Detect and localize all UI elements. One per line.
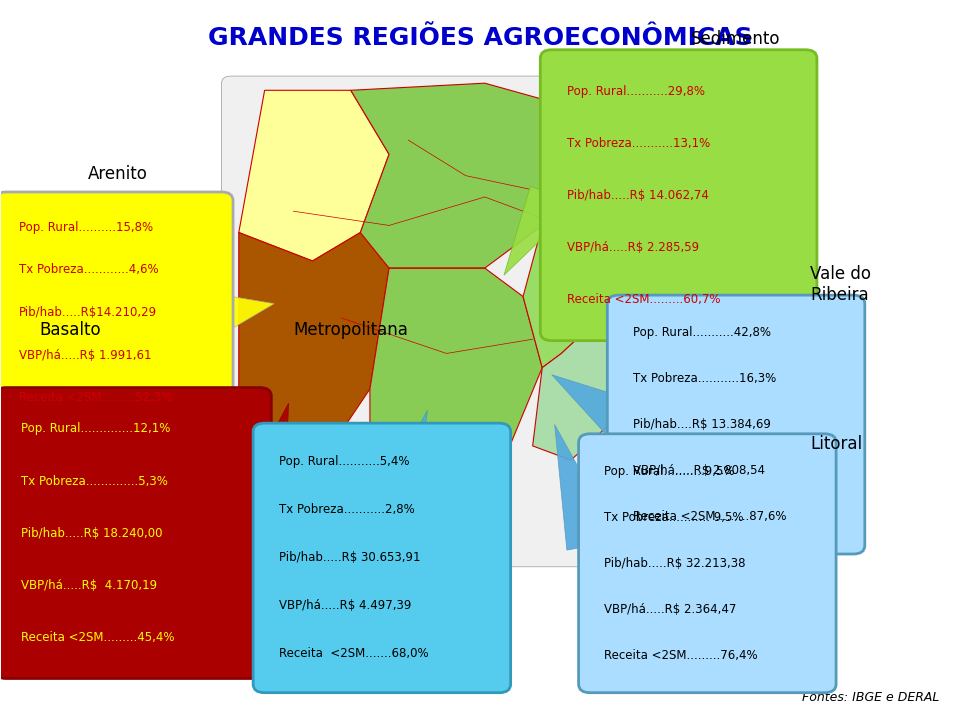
Text: VBP/há.....R$ 4.497,39: VBP/há.....R$ 4.497,39 [278, 599, 411, 613]
Text: Receita <2SM.........60,7%: Receita <2SM.........60,7% [567, 293, 721, 306]
FancyBboxPatch shape [0, 192, 233, 433]
Polygon shape [504, 186, 579, 275]
Polygon shape [350, 83, 581, 268]
Text: VBP/há.....R$ 2.285,59: VBP/há.....R$ 2.285,59 [567, 241, 699, 253]
Text: Outros: Outros [647, 293, 668, 298]
Text: Tx Pobreza...........2,8%: Tx Pobreza...........2,8% [278, 503, 415, 516]
Text: Tx Pobreza..............5,3%: Tx Pobreza..............5,3% [21, 475, 168, 488]
Text: Tx Pobreza...........13,1%: Tx Pobreza...........13,1% [567, 136, 710, 150]
Text: Legenda: Legenda [636, 235, 665, 241]
Polygon shape [239, 90, 389, 261]
Text: Tx Pobreza............4,6%: Tx Pobreza............4,6% [19, 263, 158, 276]
Text: Receita <2SM.........87,6%: Receita <2SM.........87,6% [633, 510, 786, 523]
Text: Pib/hab.....R$ 30.653,91: Pib/hab.....R$ 30.653,91 [278, 551, 420, 565]
Text: Pib/hab.....R$ 32.213,38: Pib/hab.....R$ 32.213,38 [604, 557, 746, 570]
FancyBboxPatch shape [0, 388, 272, 678]
Text: GRANDES REGIÕES AGROECONÔMICAS: GRANDES REGIÕES AGROECONÔMICAS [207, 26, 753, 50]
Text: Sedim.: Sedim. [647, 276, 669, 281]
Text: Pib/hab....R$ 13.384,69: Pib/hab....R$ 13.384,69 [633, 418, 771, 431]
Text: Pop. Rural...........29,8%: Pop. Rural...........29,8% [567, 85, 705, 98]
FancyBboxPatch shape [222, 76, 638, 567]
Text: Sedimento: Sedimento [690, 29, 780, 48]
FancyBboxPatch shape [634, 272, 645, 283]
Text: Pop. Rural...........42,8%: Pop. Rural...........42,8% [633, 326, 771, 339]
Text: Pop. Rural..........15,8%: Pop. Rural..........15,8% [19, 221, 154, 234]
Text: Pop. Rural...........9,5%: Pop. Rural...........9,5% [604, 465, 734, 478]
Text: Litoral: Litoral [810, 435, 862, 453]
Text: Pop. Rural...........5,4%: Pop. Rural...........5,4% [278, 456, 409, 468]
Polygon shape [523, 197, 619, 368]
Text: Tx Pobreza...........16,3%: Tx Pobreza...........16,3% [633, 372, 776, 385]
Polygon shape [275, 460, 427, 553]
FancyBboxPatch shape [540, 50, 817, 341]
FancyBboxPatch shape [634, 289, 645, 301]
Polygon shape [356, 411, 427, 557]
Text: Vale do
Ribeira: Vale do Ribeira [810, 265, 872, 303]
Text: Pib/hab.....R$ 18.240,00: Pib/hab.....R$ 18.240,00 [21, 526, 163, 540]
Text: Tx Pobreza........... 9,5%: Tx Pobreza........... 9,5% [604, 511, 744, 524]
Text: Basalto: Basalto [39, 321, 102, 339]
Text: Receita <2SM.........52,3%: Receita <2SM.........52,3% [19, 391, 173, 404]
Polygon shape [239, 233, 389, 553]
Text: VBP/há.....R$ 2.808,54: VBP/há.....R$ 2.808,54 [633, 464, 765, 477]
FancyBboxPatch shape [634, 256, 645, 266]
FancyBboxPatch shape [608, 295, 865, 554]
Polygon shape [533, 318, 619, 460]
Text: Pop. Rural..............12,1%: Pop. Rural..............12,1% [21, 423, 171, 436]
Polygon shape [214, 293, 275, 332]
FancyBboxPatch shape [634, 238, 645, 250]
Text: Receita <2SM.........45,4%: Receita <2SM.........45,4% [21, 630, 175, 643]
Polygon shape [555, 425, 619, 550]
FancyBboxPatch shape [253, 423, 511, 693]
Text: Pib/hab.....R$ 14.062,74: Pib/hab.....R$ 14.062,74 [567, 188, 708, 201]
Text: Basalto: Basalto [647, 258, 671, 263]
Text: Receita  <2SM.......68,0%: Receita <2SM.......68,0% [278, 648, 428, 660]
Text: Arenito: Arenito [647, 241, 670, 246]
Polygon shape [370, 268, 542, 510]
FancyBboxPatch shape [629, 227, 693, 320]
Text: Receita <2SM.........76,4%: Receita <2SM.........76,4% [604, 648, 757, 662]
FancyBboxPatch shape [579, 434, 836, 693]
Text: Metropolitana: Metropolitana [294, 321, 408, 339]
Text: Pib/hab.....R$14.210,29: Pib/hab.....R$14.210,29 [19, 306, 157, 319]
Text: VBP/há.....R$ 2.364,47: VBP/há.....R$ 2.364,47 [604, 603, 736, 615]
Text: VBP/há.....R$  4.170,19: VBP/há.....R$ 4.170,19 [21, 578, 157, 592]
Text: Arenito: Arenito [87, 165, 148, 183]
Polygon shape [552, 375, 638, 433]
Text: Fontes: IBGE e DERAL: Fontes: IBGE e DERAL [803, 691, 940, 704]
Polygon shape [231, 403, 289, 518]
Text: VBP/há.....R$ 1.991,61: VBP/há.....R$ 1.991,61 [19, 348, 152, 361]
